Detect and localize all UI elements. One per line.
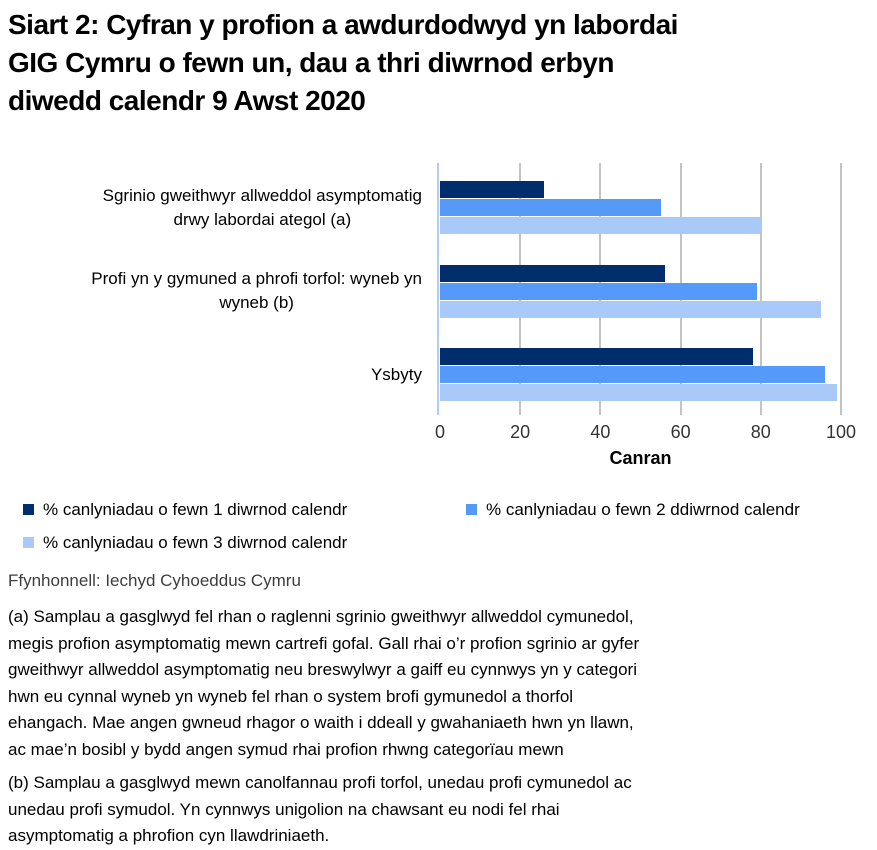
chart-legend: % canlyniadau o fewn 1 diwrnod calendr %… <box>23 500 877 553</box>
legend-item-2-ddiwrnod: % canlyniadau o fewn 2 ddiwrnod calendr <box>466 500 877 520</box>
bar-series-1 <box>440 264 665 282</box>
legend-swatch-3-diwrnod-icon <box>23 537 34 548</box>
legend-label-3-diwrnod: % canlyniadau o fewn 3 diwrnod calendr <box>43 533 348 552</box>
bar-series-2 <box>440 282 757 300</box>
x-tick-label: 0 <box>434 422 445 442</box>
chart-title: Siart 2: Cyfran y profion a awdurdodwyd … <box>8 9 678 116</box>
gridline <box>840 163 842 415</box>
x-axis-title: Canran <box>609 448 672 468</box>
bar-series-1 <box>440 181 545 198</box>
legend-swatch-2-ddiwrnod-icon <box>466 504 477 515</box>
x-tick-label: 60 <box>670 422 691 442</box>
bar-series-2 <box>440 199 661 216</box>
bar-series-2 <box>440 366 825 383</box>
category-label: Profi yn y gymuned a phrofi torfol: wyne… <box>91 269 422 312</box>
footnote-a: (a) Samplau a gasglwyd fel rhan o raglen… <box>8 607 640 759</box>
bar-series-3 <box>440 384 837 401</box>
legend-label-2-ddiwrnod: % canlyniadau o fewn 2 ddiwrnod calendr <box>486 500 800 519</box>
bar-chart: Canran 0 20 40 60 80 100 Sgrinio gweithwyr all… <box>0 163 877 475</box>
legend-item-1-diwrnod: % canlyniadau o fewn 1 diwrnod calendr <box>23 500 466 520</box>
bar-series-1 <box>440 348 753 365</box>
x-tick-label: 20 <box>510 422 531 442</box>
x-tick-label: 100 <box>825 422 857 442</box>
footnote-b: (b) Samplau a gasglwyd mewn canolfannau … <box>8 773 632 845</box>
bar-series-3 <box>440 217 761 234</box>
bar-series-3 <box>440 300 821 318</box>
legend-swatch-1-diwrnod-icon <box>23 504 34 515</box>
y-axis-line <box>437 163 439 415</box>
category-label: Sgrinio gweithwyr allweddol asymptomatig… <box>102 185 422 229</box>
legend-label-1-diwrnod: % canlyniadau o fewn 1 diwrnod calendr <box>43 500 348 519</box>
legend-item-3-diwrnod: % canlyniadau o fewn 3 diwrnod calendr <box>23 533 466 553</box>
x-tick-label: 40 <box>590 422 611 442</box>
x-tick-label: 80 <box>750 422 771 442</box>
category-label: Ysbyty <box>370 364 422 384</box>
chart-page: Siart 2: Cyfran y profion a awdurdodwyd … <box>0 6 877 850</box>
gridline <box>759 163 762 415</box>
source-note: Ffynhonnell: Iechyd Cyhoeddus Cymru <box>8 571 301 590</box>
